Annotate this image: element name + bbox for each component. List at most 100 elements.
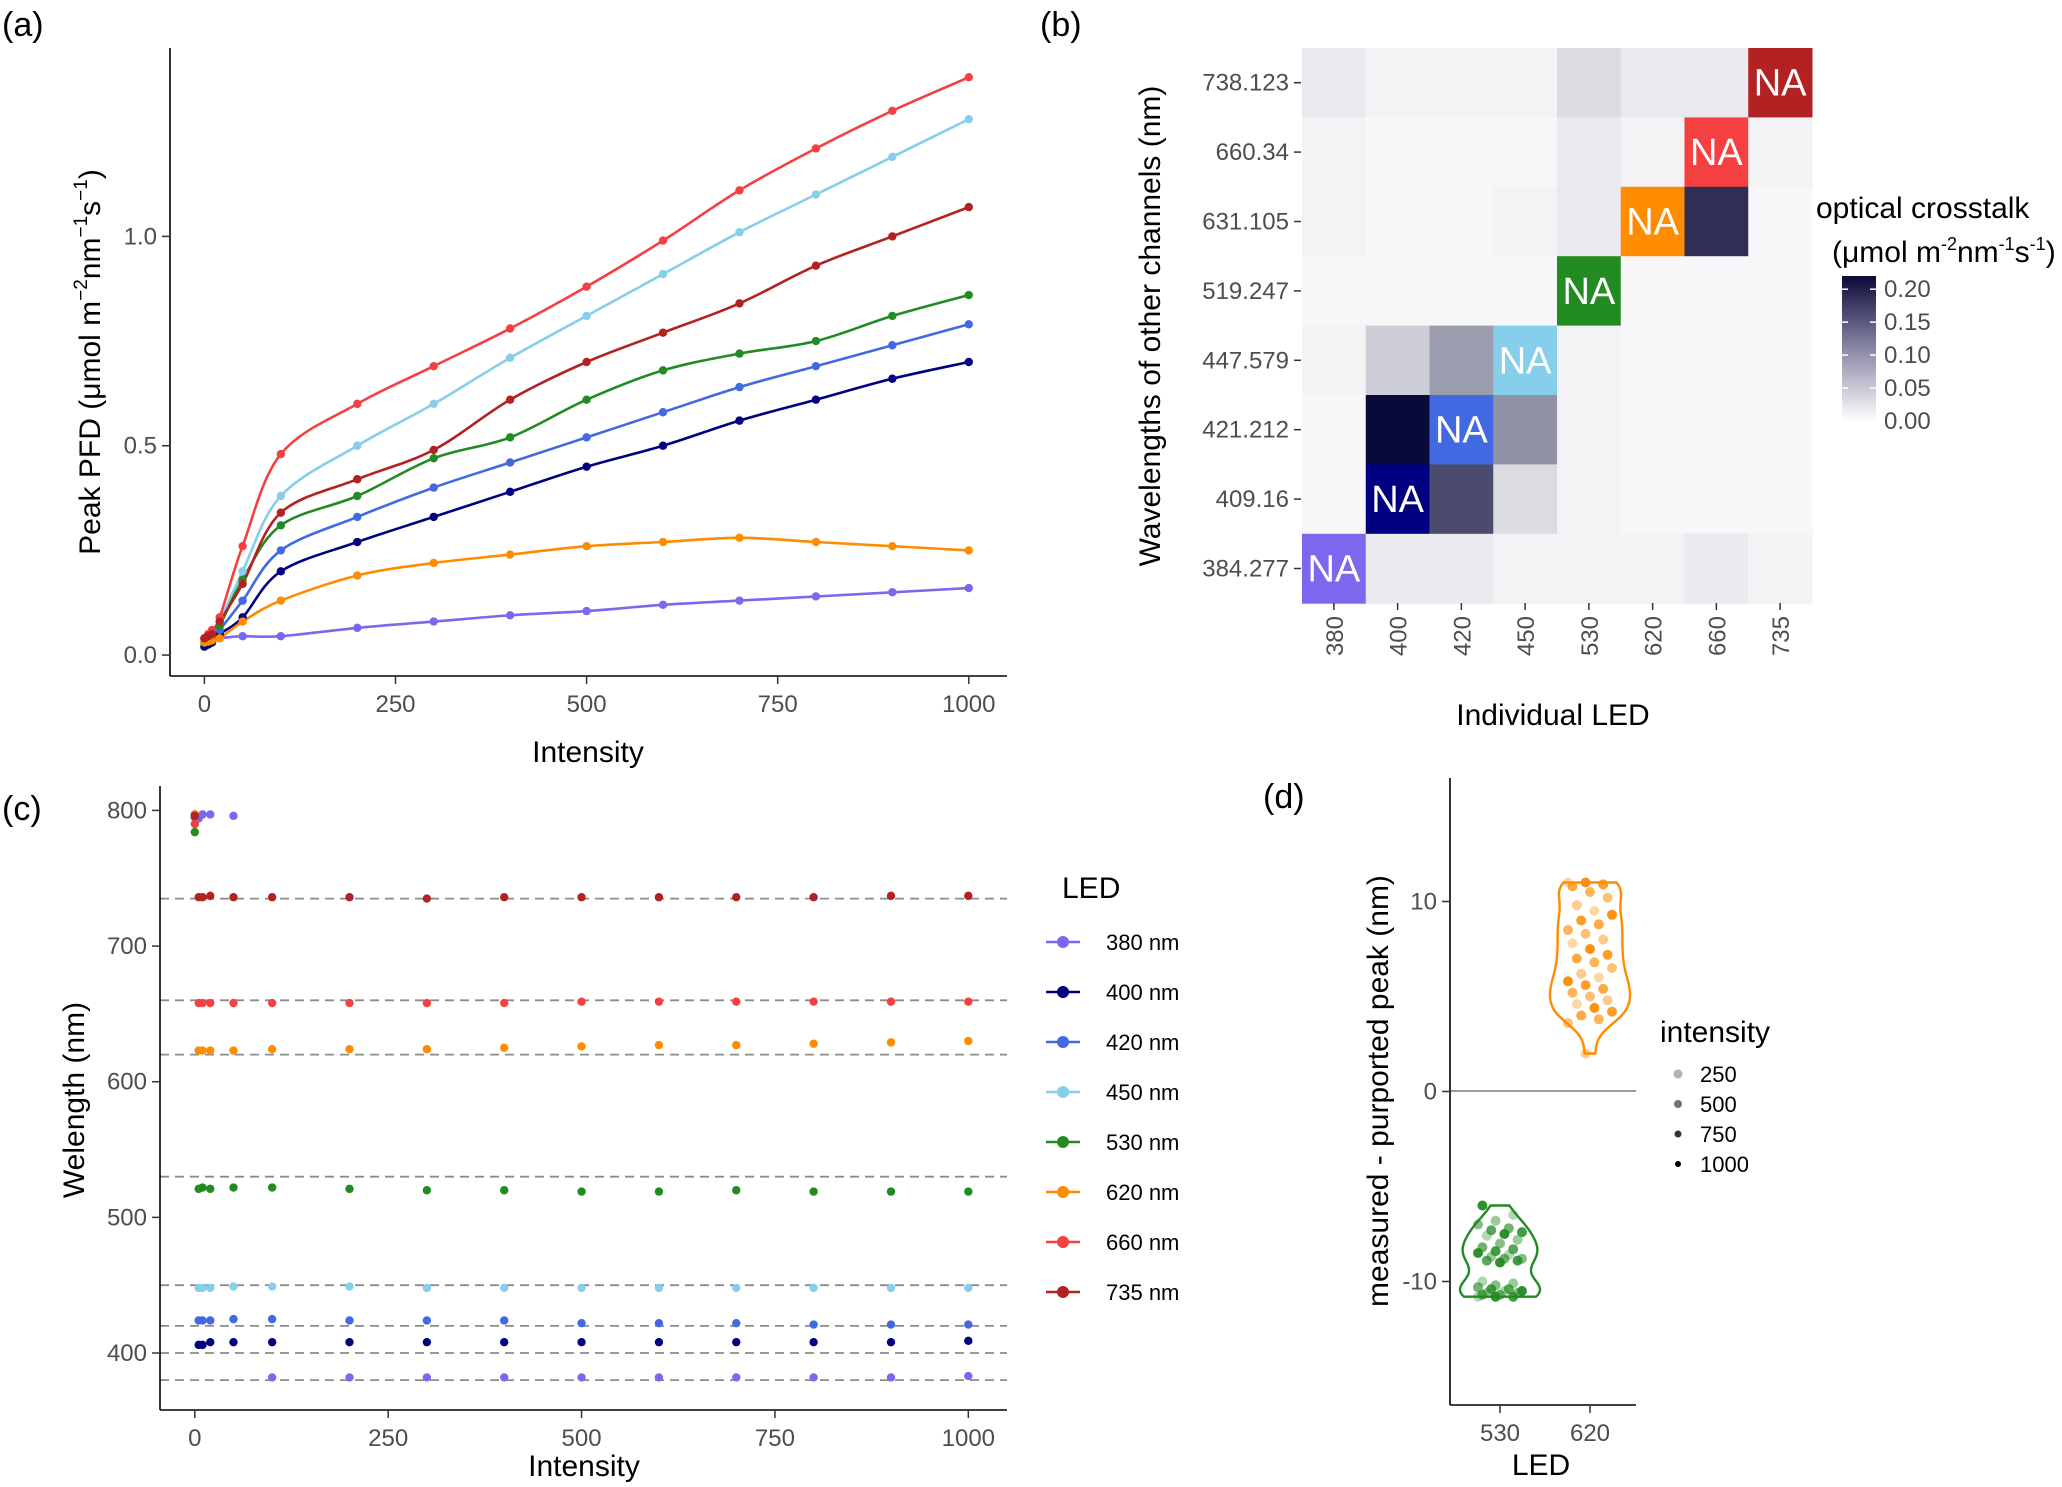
data-point-530 (1473, 1282, 1483, 1293)
heatmap-cell (1429, 464, 1494, 535)
na-label: NA (1371, 479, 1424, 521)
data-point-620 (1571, 953, 1582, 964)
data-point-620 (1585, 991, 1595, 1002)
intensity-legend-label: 250 (1700, 1062, 1737, 1087)
x-tick-label: 500 (562, 1425, 602, 1452)
data-point-450-nm (888, 152, 897, 162)
data-point-530-nm (267, 1183, 277, 1192)
data-point-400-nm (658, 441, 668, 450)
data-point-620-nm (267, 1044, 277, 1054)
legend-label-735-nm: 735 nm (1106, 1280, 1179, 1305)
data-point-620-nm (582, 542, 591, 551)
data-point-620 (1567, 881, 1578, 892)
heatmap-na-cell (1684, 117, 1749, 188)
data-point-530-nm (206, 1184, 215, 1194)
data-point-660-nm (353, 399, 362, 409)
data-point-380-nm (353, 623, 362, 633)
data-point-620-nm (886, 1038, 896, 1047)
heatmap-cell (1429, 256, 1494, 327)
legend-label-530-nm: 530 nm (1106, 1130, 1179, 1155)
data-point-420-nm (735, 382, 744, 392)
data-point-450-nm (577, 1283, 586, 1293)
data-point-420-nm (888, 341, 897, 350)
data-point-735-nm (198, 893, 207, 902)
data-point-400-nm (735, 416, 744, 425)
heatmap-cell (1620, 325, 1685, 396)
heatmap-cell (1365, 325, 1430, 396)
heatmap-cell (1748, 464, 1813, 535)
data-point-420-nm (238, 596, 247, 605)
heatmap-cell (1684, 256, 1749, 327)
data-point-530 (1473, 1219, 1483, 1230)
y-tick-label: 0.0 (124, 642, 157, 669)
data-point-660-nm (505, 324, 515, 333)
data-point-400-nm (654, 1337, 664, 1347)
legend-key-point-660-nm (1057, 1236, 1069, 1248)
panel-c-points (190, 810, 973, 1382)
x-tick-label: 750 (758, 691, 798, 718)
data-point-400-nm (577, 1337, 586, 1347)
heatmap-cell (1557, 186, 1622, 257)
data-point-450-nm (886, 1283, 896, 1293)
x-tick-label: 750 (755, 1425, 795, 1452)
data-point-530-nm (229, 1183, 238, 1192)
data-point-380-nm (582, 606, 591, 616)
x-tick-label: 250 (375, 691, 415, 718)
reference-lines (160, 897, 1007, 1382)
legend-key-point-530-nm (1057, 1136, 1069, 1148)
data-point-735-nm (190, 811, 200, 821)
data-point-620 (1576, 968, 1587, 979)
heatmap-cell (1620, 256, 1685, 327)
data-point-620 (1602, 995, 1613, 1006)
data-point-450-nm (238, 567, 247, 576)
data-point-620-nm (206, 1046, 215, 1055)
panel-b-label: (b) (1040, 6, 1082, 44)
panel-a-label: (a) (2, 6, 44, 44)
data-point-420-nm (353, 512, 362, 522)
data-point-660-nm (658, 236, 668, 245)
data-point-450-nm (964, 1283, 973, 1293)
data-point-620-nm (658, 537, 668, 547)
intensity-legend-key (1675, 1161, 1681, 1167)
data-point-620 (1602, 949, 1613, 960)
data-point-620 (1571, 999, 1582, 1010)
y-tick-label: -10 (1402, 1269, 1437, 1296)
data-point-620-nm (229, 1046, 238, 1055)
data-point-620 (1589, 957, 1600, 968)
legend-label-450-nm: 450 nm (1106, 1080, 1179, 1105)
data-point-420-nm (811, 361, 821, 371)
data-point-620 (1580, 980, 1591, 991)
intensity-legend-label: 750 (1700, 1122, 1737, 1147)
heatmap-cell (1557, 325, 1622, 396)
data-point-420-nm (732, 1318, 741, 1328)
heatmap-na-cell (1620, 186, 1685, 257)
data-point-530 (1477, 1289, 1488, 1300)
data-point-620 (1607, 909, 1617, 920)
data-point-420-nm (276, 546, 286, 555)
panel-a-ylabel: Peak PFD (μmol m−2nm−1s−1) (71, 169, 107, 555)
data-point-660-nm (267, 998, 277, 1008)
data-point-735-nm (964, 202, 973, 212)
data-point-380-nm (505, 611, 515, 620)
data-point-660-nm (500, 998, 509, 1008)
data-point-420-nm (345, 1316, 354, 1325)
data-point-735-nm (429, 445, 438, 455)
data-point-660-nm (577, 997, 586, 1006)
data-point-620 (1576, 915, 1587, 926)
data-point-620-nm (238, 617, 247, 626)
data-point-400-nm (809, 1337, 818, 1347)
data-point-735-nm (505, 395, 515, 404)
data-point-620-nm (422, 1044, 432, 1054)
data-point-735-nm (577, 893, 586, 902)
heatmap-y-tick-label: 631.105 (1202, 209, 1289, 236)
data-point-620 (1598, 934, 1609, 945)
data-point-530-nm (429, 454, 438, 463)
heatmap-cell (1748, 325, 1813, 396)
data-point-450-nm (811, 190, 821, 199)
heatmap-cell (1557, 48, 1622, 118)
heatmap-cell (1684, 325, 1749, 396)
data-point-620-nm (505, 550, 515, 559)
data-point-620 (1593, 1014, 1604, 1025)
